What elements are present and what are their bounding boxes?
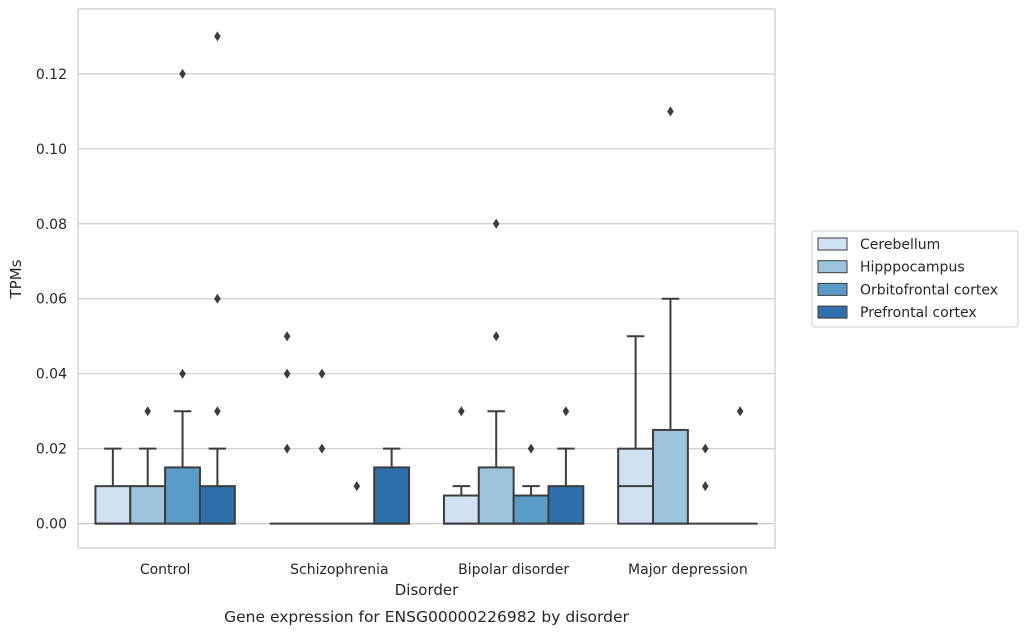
y-tick-label: 0.04	[36, 367, 67, 383]
outlier-point	[667, 106, 674, 117]
outlier-point	[492, 218, 500, 229]
outlier-point	[702, 481, 709, 492]
box-plot	[617, 335, 655, 525]
box-body	[373, 466, 411, 525]
outlier-point	[179, 368, 186, 379]
box-plot	[442, 485, 480, 525]
y-tick-label: 0.08	[36, 217, 67, 233]
outlier-point	[562, 406, 570, 417]
x-axis-label: Disorder	[395, 581, 459, 599]
outlier-point	[353, 481, 361, 492]
box-plot	[164, 410, 201, 525]
outlier-point	[318, 368, 326, 379]
box-body	[547, 485, 585, 525]
boxes-layer	[94, 297, 758, 525]
legend-swatch	[817, 282, 848, 296]
outlier-point	[318, 443, 326, 454]
box-plot	[512, 485, 550, 525]
outlier-point	[736, 406, 744, 417]
outlier-point	[179, 68, 186, 79]
box-body	[477, 466, 515, 525]
outlier-point	[527, 443, 535, 454]
y-tick-label: 0.10	[36, 142, 67, 158]
outlier-point	[283, 368, 291, 379]
x-tick-label: Schizophrenia	[290, 562, 388, 578]
outlier-point	[702, 443, 709, 454]
box-plot	[129, 447, 167, 525]
legend-label: Orbitofrontal cortex	[860, 282, 998, 298]
figure-caption: Gene expression for ENSG00000226982 by d…	[224, 608, 629, 626]
y-tick-label: 0.12	[36, 67, 67, 83]
outlier-point	[283, 443, 291, 454]
legend-frame	[811, 230, 1019, 328]
outliers-layer	[144, 31, 744, 492]
legend-label: Prefrontal cortex	[860, 305, 977, 321]
box-plot	[94, 447, 132, 525]
box-plot	[198, 447, 236, 525]
legend: Cerebellum Hipppocampus Orbitofrontal cort…	[811, 230, 1019, 328]
y-tick-label: 0.06	[36, 292, 67, 308]
box-body	[129, 485, 167, 525]
box-body	[512, 494, 550, 525]
x-tick-labels: Control Schizophrenia Bipolar disorder Majo…	[140, 562, 748, 578]
box-body	[164, 466, 201, 525]
box-plot	[652, 297, 689, 525]
y-tick-label: 0.00	[36, 517, 67, 533]
plot-frame	[77, 8, 776, 549]
box-body	[198, 485, 236, 525]
box-body	[94, 485, 132, 525]
y-axis-label: TPMs	[7, 259, 25, 299]
x-tick-label: Bipolar disorder	[458, 562, 569, 578]
outlier-point	[492, 331, 500, 342]
y-tick-label: 0.02	[36, 442, 67, 458]
legend-swatch	[817, 237, 848, 251]
box-plot	[547, 447, 585, 525]
legend-label: Hipppocampus	[860, 260, 965, 276]
outlier-point	[458, 406, 465, 417]
outlier-point	[283, 331, 291, 342]
outlier-point	[214, 406, 221, 417]
box-plot	[373, 447, 411, 525]
legend-label: Cerebellum	[860, 237, 940, 253]
x-tick-label: Major depression	[628, 562, 748, 578]
box-body	[652, 428, 689, 525]
outlier-point	[144, 406, 151, 417]
y-tick-labels: 0.00 0.02 0.04 0.06 0.08 0.10 0.12	[36, 67, 67, 533]
outlier-point	[214, 293, 221, 304]
legend-swatch	[817, 305, 848, 319]
outlier-point	[214, 31, 221, 42]
box-body	[442, 494, 480, 525]
x-tick-label: Control	[140, 562, 191, 578]
legend-swatch	[817, 260, 848, 274]
